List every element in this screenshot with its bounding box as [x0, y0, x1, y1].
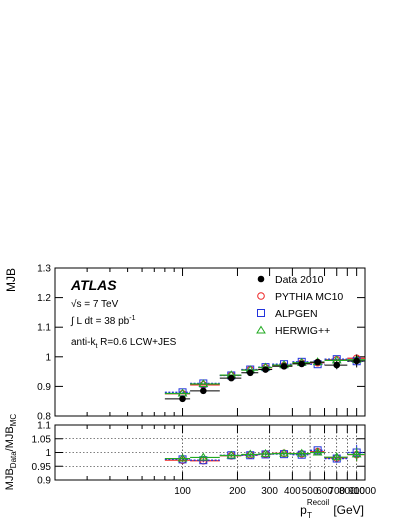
ratio-y-tick-label: 1: [45, 448, 51, 459]
ratio-series-herwig-point: [198, 452, 209, 461]
ratio-series: [164, 444, 365, 465]
ratio-y-tick-label: 1.05: [32, 434, 52, 445]
legend-marker-herwig: [256, 325, 266, 334]
legend-marker-pythia: [257, 292, 265, 300]
series-data-point: [246, 369, 254, 377]
series-herwig-point: [198, 379, 209, 388]
legend-label-data: Data 2010: [275, 274, 324, 286]
main-y-tick-label: 1: [45, 352, 51, 363]
ratio-y-tick-label: 0.95: [32, 462, 52, 473]
x-tick-label: 1000: [354, 486, 377, 497]
x-tick-label: 600: [316, 486, 333, 497]
ratio-series-herwig-point: [279, 448, 289, 457]
ratio-series-herwig-point: [331, 452, 342, 461]
main-y-tick-label: 1.2: [37, 293, 51, 304]
ratio-series-herwig-point: [351, 449, 362, 458]
x-tick-label: 700: [328, 486, 345, 497]
series-data-point: [280, 362, 288, 370]
series-data-point: [353, 357, 360, 365]
main-y-tick-label: 1.3: [37, 264, 51, 275]
ratio-series-herwig-point: [177, 453, 188, 462]
series-data-point: [179, 395, 186, 403]
ratio-series-herwig-point: [245, 449, 256, 458]
x-tick-label: 800: [339, 486, 356, 497]
main-panel: 0.8 0.9 1 1.1 1.2 1.3 MJB ATLAS √s = 7 TeV ∫ …: [4, 264, 366, 423]
main-y-tick-label: 0.8: [37, 412, 51, 423]
x-tick-label: 200: [229, 486, 246, 497]
series-herwig: [164, 354, 365, 397]
legend-label-alpgen: ALPGEN: [275, 308, 318, 320]
series-data-point: [333, 361, 341, 369]
x-axis-label: pRecoil T [GeV]: [300, 498, 364, 520]
legend-entry-data: Data 2010: [257, 274, 324, 286]
x-tick-label: 900: [348, 486, 365, 497]
x-tick-label: 500: [302, 486, 319, 497]
ratio-y-tick-label: 1.1: [37, 421, 51, 432]
series-data: [164, 354, 365, 403]
main-y-tick-label: 0.9: [37, 382, 51, 393]
main-y-ticks: 0.8 0.9 1 1.1 1.2 1.3: [37, 264, 365, 423]
legend-entry-pythia: PYTHIA MC10: [257, 291, 343, 303]
energy-label: √s = 7 TeV: [71, 298, 119, 310]
ratio-y-tick-label: 0.9: [37, 476, 51, 487]
legend-label-herwig: HERWIG++: [275, 325, 330, 337]
ratio-series-herwig-point: [312, 447, 323, 456]
legend: Data 2010 PYTHIA MC10 ALPGEN HERWIG++: [256, 274, 343, 337]
lumi-label: ∫ L dt = 38 pb-1: [70, 315, 136, 327]
main-y-tick-label: 1.1: [37, 323, 51, 334]
series-data-point: [298, 360, 306, 368]
ratio-series-herwig-point: [296, 448, 307, 457]
legend-entry-alpgen: ALPGEN: [257, 308, 318, 320]
main-y-axis-label: MJB: [4, 268, 18, 292]
ratio-y-axis-label: MJBData/MJBMC: [4, 414, 18, 491]
ratio-grid: [55, 425, 365, 480]
series-data-point: [262, 366, 269, 373]
ratio-series-herwig: [164, 447, 365, 462]
series-data-point: [227, 374, 235, 382]
series-data-point: [200, 387, 207, 395]
main-x-ticks: [54, 268, 358, 416]
atlas-label: ATLAS: [70, 277, 117, 293]
ratio-y-ticks: 0.9 0.95 1 1.05 1.1: [32, 421, 365, 487]
ratio-series-herwig-point: [226, 450, 237, 459]
x-tick-label: 300: [261, 486, 278, 497]
main-series: [164, 354, 365, 403]
legend-label-pythia: PYTHIA MC10: [275, 291, 343, 303]
main-plot-frame: [54, 267, 366, 417]
series-data-point: [314, 358, 321, 366]
ratio-series-herwig-point: [260, 448, 271, 457]
series-alpgen: [164, 355, 365, 397]
jet-algorithm-label: anti-kt R=0.6 LCW+JES: [71, 337, 177, 350]
x-tick-label: 100: [174, 486, 191, 497]
legend-marker-data: [257, 275, 265, 283]
legend-entry-herwig: HERWIG++: [256, 325, 330, 337]
x-tick-label: 400: [284, 486, 301, 497]
legend-marker-alpgen: [257, 309, 265, 317]
